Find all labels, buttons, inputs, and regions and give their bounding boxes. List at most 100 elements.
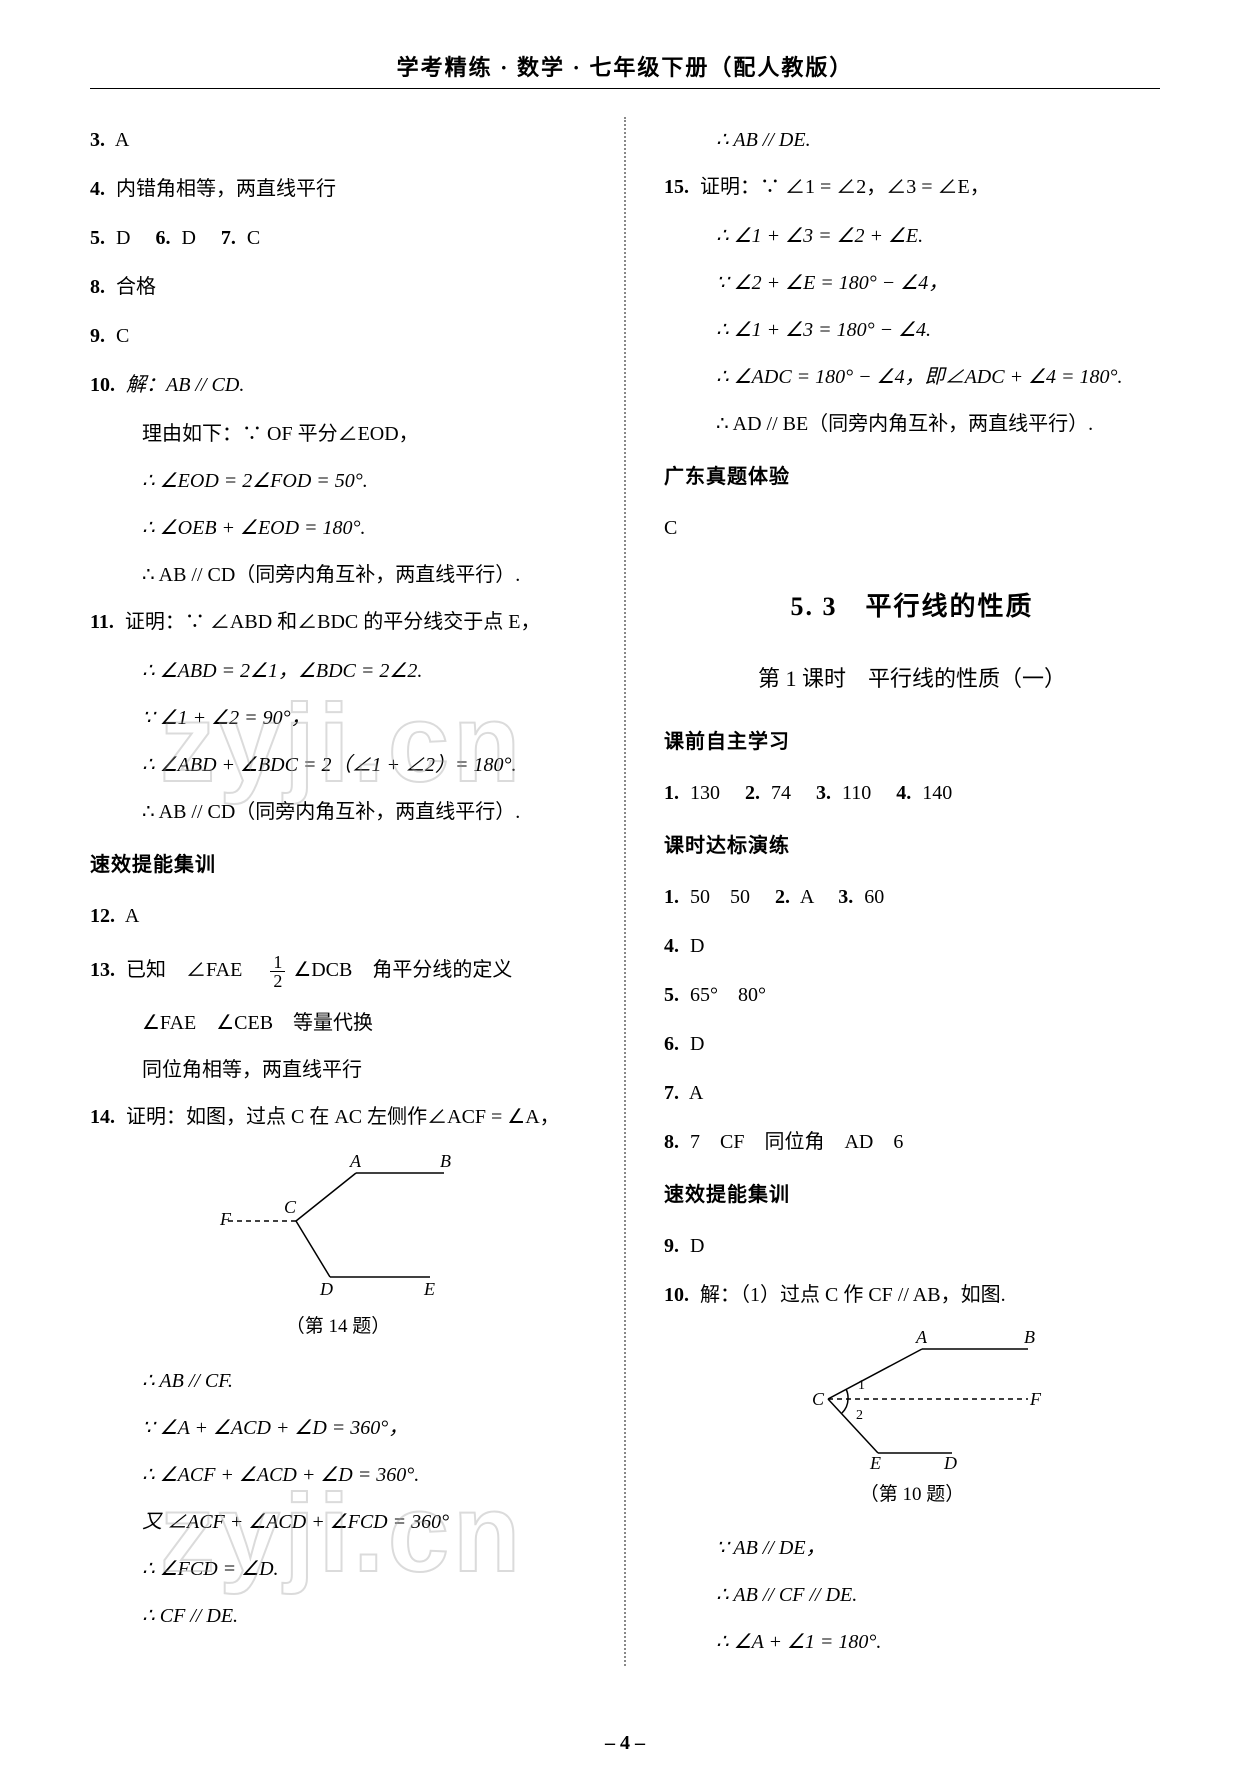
q14-l0: 证明：如图，过点 C 在 AC 左侧作∠ACF = ∠A， — [126, 1106, 560, 1128]
q13-l0a: 已知 ∠FAE — [126, 959, 262, 981]
fraction-half: 12 — [270, 953, 285, 990]
q11: 11. 证明：∵ ∠ABD 和∠BDC 的平分线交于点 E， — [90, 599, 586, 646]
q-ans: 60 — [864, 886, 884, 908]
q-ans: 内错角相等，两直线平行 — [116, 178, 336, 200]
c10-l0: 解：（1）过点 C 作 CF // AB，如图. — [700, 1284, 1006, 1306]
q-num: 3. — [838, 886, 853, 908]
column-divider — [624, 117, 626, 1666]
q-num: 9. — [90, 325, 105, 347]
q14-l5: ∴ ∠FCD = ∠D. — [90, 1546, 586, 1593]
q5-7: 5. D 6. D 7. C — [90, 215, 586, 262]
q3: 3. A — [90, 117, 586, 164]
svg-text:B: B — [440, 1151, 451, 1171]
q-num: 2. — [745, 782, 760, 804]
q14-l6: ∴ CF // DE. — [90, 1593, 586, 1640]
c8: 8. 7 CF 同位角 AD 6 — [664, 1119, 1160, 1166]
q10-l4: ∴ AB // CD（同旁内角互补，两直线平行）. — [90, 552, 586, 599]
q-num: 12. — [90, 905, 115, 927]
q-num: 7. — [664, 1082, 679, 1104]
fig10-caption: （第 10 题） — [664, 1473, 1160, 1518]
svg-text:E: E — [423, 1279, 435, 1299]
q14-l1: ∴ AB // CF. — [90, 1358, 586, 1405]
q15-l1: ∴ ∠1 + ∠3 = ∠2 + ∠E. — [664, 213, 1160, 260]
page-number: – 4 – — [0, 1732, 1250, 1755]
svg-text:B: B — [1024, 1329, 1035, 1347]
section-5-3-title: 5. 3 平行线的性质 — [664, 576, 1160, 637]
pre-answers: 1. 130 2. 74 3. 110 4. 140 — [664, 770, 1160, 817]
svg-text:E: E — [869, 1453, 881, 1469]
section-speed-right: 速效提能集训 — [664, 1172, 1160, 1219]
q-num: 11. — [90, 611, 114, 633]
q14-cont: ∴ AB // DE. — [664, 117, 1160, 164]
section-speed-left: 速效提能集训 — [90, 842, 586, 889]
q-ans: D — [690, 1033, 704, 1055]
q11-l3: ∴ ∠ABD + ∠BDC = 2（∠1 + ∠2）= 180°. — [90, 742, 586, 789]
svg-text:2: 2 — [856, 1408, 863, 1423]
q-ans: A — [125, 905, 139, 927]
q-ans: D — [690, 935, 704, 957]
left-column: 3. A 4. 内错角相等，两直线平行 5. D 6. D 7. C 8. 合格… — [90, 117, 604, 1666]
q-ans: D — [181, 227, 195, 249]
c10-l2: ∴ AB // CF // DE. — [664, 1572, 1160, 1619]
q11-l2: ∵ ∠1 + ∠2 = 90°， — [90, 695, 586, 742]
gd-ans: C — [664, 505, 1160, 552]
figure-c10: A B C F E D 1 2 — [784, 1329, 1044, 1469]
q-ans: 65° 80° — [690, 984, 766, 1006]
q10-l0: 解：AB // CD. — [126, 374, 244, 396]
svg-text:A: A — [915, 1329, 928, 1347]
right-column: ∴ AB // DE. 15. 证明：∵ ∠1 = ∠2，∠3 = ∠E， ∴ … — [646, 117, 1160, 1666]
section-classwork: 课时达标演练 — [664, 823, 1160, 870]
q-num: 14. — [90, 1106, 115, 1128]
q10-l3: ∴ ∠OEB + ∠EOD = 180°. — [90, 505, 586, 552]
q-num: 15. — [664, 176, 689, 198]
q15-l3: ∴ ∠1 + ∠3 = 180° − ∠4. — [664, 307, 1160, 354]
c10-l3: ∴ ∠A + ∠1 = 180°. — [664, 1619, 1160, 1666]
q-num: 10. — [664, 1284, 689, 1306]
q12: 12. A — [90, 893, 586, 940]
c9: 9. D — [664, 1223, 1160, 1270]
c7: 7. A — [664, 1070, 1160, 1117]
q11-l4: ∴ AB // CD（同旁内角互补，两直线平行）. — [90, 789, 586, 836]
q-ans: D — [116, 227, 130, 249]
q14-l3: ∴ ∠ACF + ∠ACD + ∠D = 360°. — [90, 1452, 586, 1499]
c5: 5. 65° 80° — [664, 972, 1160, 1019]
q14-l2: ∵ ∠A + ∠ACD + ∠D = 360°， — [90, 1405, 586, 1452]
q15: 15. 证明：∵ ∠1 = ∠2，∠3 = ∠E， — [664, 164, 1160, 211]
q-num: 4. — [896, 782, 911, 804]
q-num: 2. — [775, 886, 790, 908]
svg-text:1: 1 — [858, 1378, 865, 1393]
q13-l2: 同位角相等，两直线平行 — [90, 1047, 586, 1094]
svg-text:F: F — [219, 1209, 232, 1229]
q-num: 5. — [664, 984, 679, 1006]
c1-3: 1. 50 50 2. A 3. 60 — [664, 874, 1160, 921]
q-num: 5. — [90, 227, 105, 249]
svg-text:C: C — [812, 1389, 825, 1409]
q8: 8. 合格 — [90, 264, 586, 311]
c6: 6. D — [664, 1021, 1160, 1068]
q10-l1: 理由如下：∵ OF 平分∠EOD， — [90, 411, 586, 458]
q15-l4: ∴ ∠ADC = 180° − ∠4，即∠ADC + ∠4 = 180°. — [664, 354, 1160, 401]
q-num: 8. — [90, 276, 105, 298]
c10: 10. 解：（1）过点 C 作 CF // AB，如图. — [664, 1272, 1160, 1319]
q-num: 4. — [664, 935, 679, 957]
header-rule — [90, 88, 1160, 89]
q-num: 1. — [664, 782, 679, 804]
q13: 13. 已知 ∠FAE 12 ∠DCB 角平分线的定义 — [90, 942, 586, 998]
svg-text:D: D — [943, 1453, 957, 1469]
q-ans: 140 — [922, 782, 952, 804]
svg-text:D: D — [319, 1279, 333, 1299]
q-num: 4. — [90, 178, 105, 200]
q10: 10. 解：AB // CD. — [90, 362, 586, 409]
q-ans: 110 — [842, 782, 871, 804]
q-ans: A — [115, 129, 129, 151]
q-num: 6. — [155, 227, 170, 249]
q11-l0: 证明：∵ ∠ABD 和∠BDC 的平分线交于点 E， — [125, 611, 541, 633]
q-ans: D — [690, 1235, 704, 1257]
q-ans: 50 50 — [690, 886, 750, 908]
svg-text:F: F — [1029, 1389, 1042, 1409]
figure-q14: A B C F D E — [218, 1151, 458, 1301]
q-num: 8. — [664, 1131, 679, 1153]
svg-text:A: A — [349, 1151, 362, 1171]
q11-l1: ∴ ∠ABD = 2∠1，∠BDC = 2∠2. — [90, 648, 586, 695]
q-ans: A — [800, 886, 813, 908]
